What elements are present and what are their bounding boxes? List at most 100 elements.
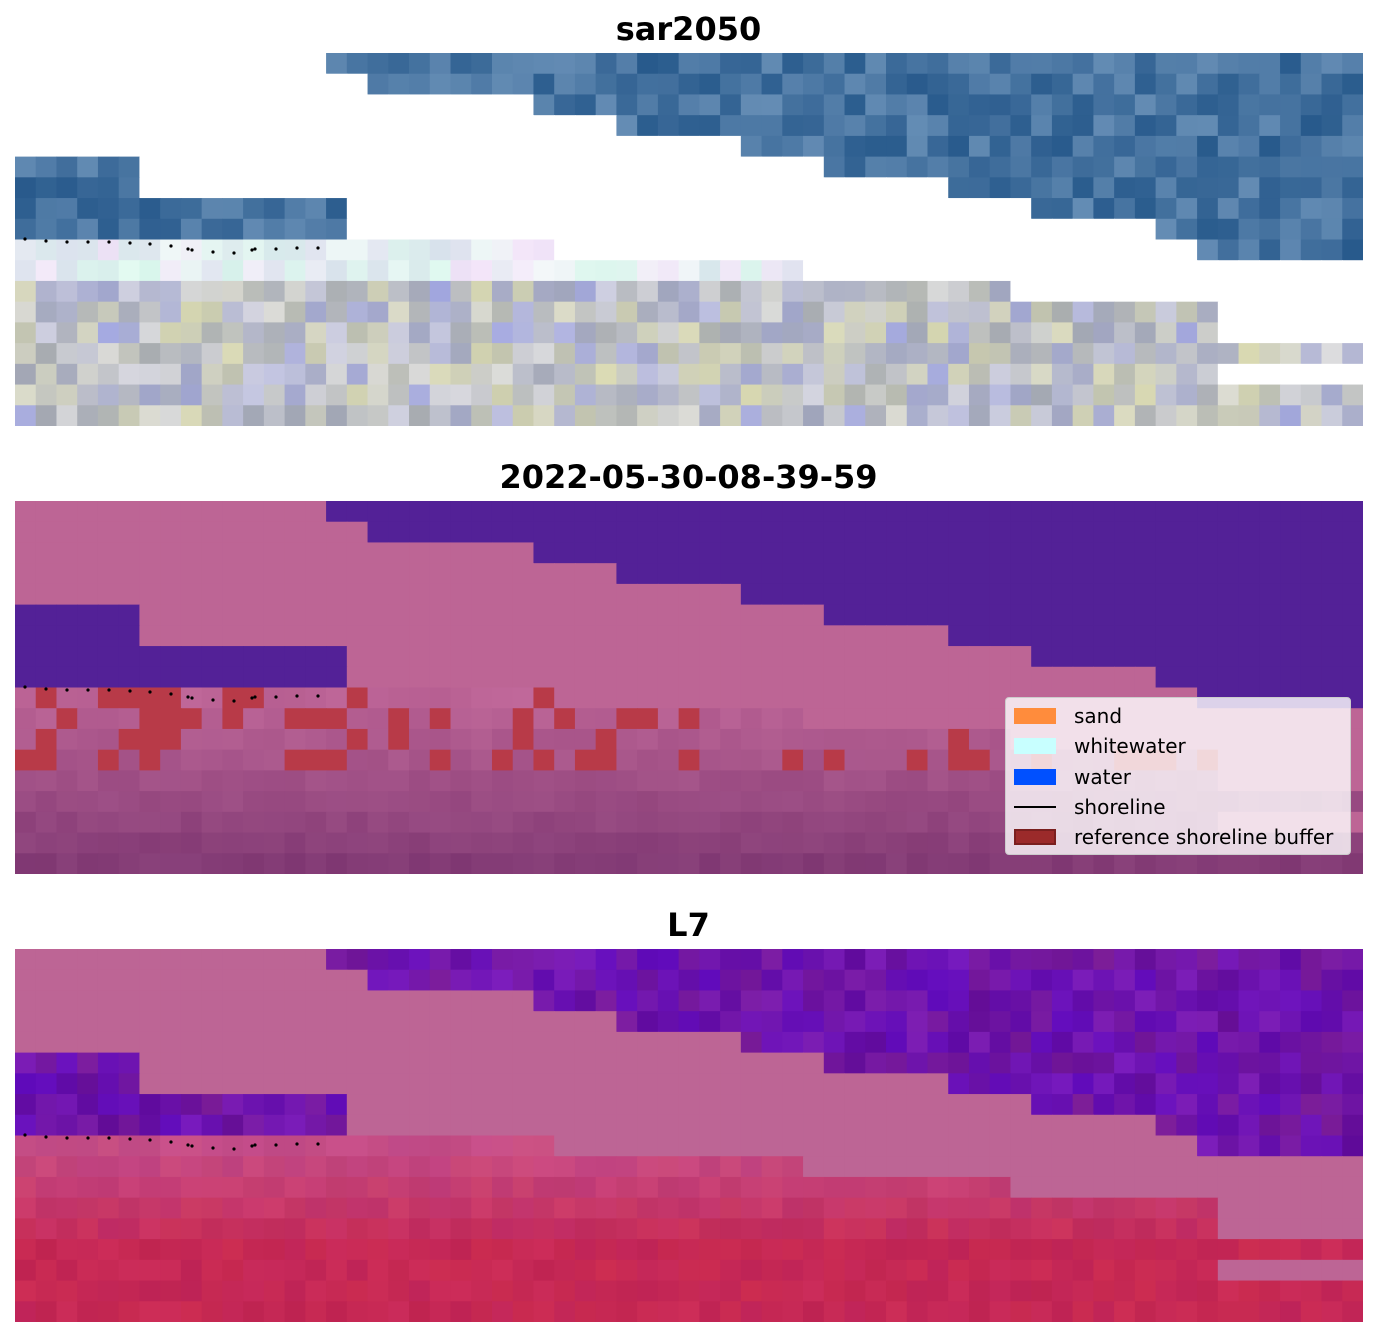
pixel-cell [533,832,555,854]
pixel-cell [1114,1197,1136,1219]
pixel-cell [989,322,1012,344]
pixel-cell [906,115,929,137]
pixel-cell [1259,990,1281,1012]
pixel-cell [1217,115,1240,137]
pixel-cell [927,1094,949,1116]
pixel-cell [1197,135,1219,158]
pixel-cell [201,1218,223,1240]
pixel-cell [305,94,327,116]
pixel-cell [118,53,141,75]
pixel-cell [450,322,472,344]
pixel-cell [201,198,223,220]
pixel-cell [1197,1052,1219,1074]
pixel-cell [388,708,410,730]
pixel-cell [367,1114,389,1137]
pixel-cell [1051,94,1074,116]
pixel-cell [574,301,597,323]
pixel-cell [948,156,970,178]
pixel-cell [657,1259,680,1282]
pixel-cell [1155,542,1177,564]
pixel-cell [326,1031,348,1054]
pixel-cell [740,646,763,668]
pixel-cell [989,521,1012,544]
pixel-cell [1134,563,1157,585]
pixel-cell [305,1073,327,1095]
pixel-cell [118,405,141,426]
pixel-cell [367,604,389,626]
pixel-cell [450,501,472,523]
pixel-cell [284,604,306,626]
pixel-cell [346,791,369,813]
pixel-cell [906,1073,929,1095]
pixel-cell [1342,1094,1363,1116]
pixel-cell [1031,1197,1053,1219]
pixel-cell [1134,239,1157,261]
pixel-cell [346,687,369,709]
pixel-cell [512,521,535,544]
pixel-cell [574,1052,597,1074]
pixel-cell [1114,501,1136,523]
pixel-cell [388,1197,410,1219]
pixel-cell [699,343,721,365]
pixel-cell [409,1280,431,1302]
pixel-cell [77,521,99,544]
pixel-cell [243,1135,265,1157]
pixel-cell [1176,239,1198,261]
pixel-cell [595,1114,618,1137]
pixel-cell [243,135,265,158]
pixel-cell [139,1259,161,1282]
pixel-cell [35,218,58,241]
pixel-cell [15,115,37,137]
pixel-cell [77,501,99,523]
pixel-cell [595,363,618,386]
pixel-cell [844,1239,866,1261]
pixel-cell [450,749,472,771]
pixel-cell [180,135,203,158]
pixel-cell [761,1197,783,1219]
pixel-cell [180,1011,203,1033]
pixel-cell [1155,1114,1177,1137]
pixel-cell [512,73,535,96]
pixel-cell [906,749,929,771]
pixel-cell [823,1259,846,1282]
pixel-cell [284,73,306,96]
pixel-cell [77,363,99,386]
pixel-cell [160,521,182,544]
pixel-cell [1031,322,1053,344]
pixel-cell [782,115,804,137]
pixel-cell [97,73,120,96]
pixel-cell [678,646,700,668]
pixel-cell [554,563,576,585]
pixel-cell [305,260,327,282]
pixel-cell [97,646,120,668]
pixel-cell [782,949,804,971]
pixel-cell [1114,1239,1136,1261]
pixel-cell [1321,1052,1343,1074]
pixel-cell [927,1280,949,1302]
pixel-cell [512,666,535,689]
pixel-cell [1259,1259,1281,1282]
pixel-cell [1259,583,1281,606]
pixel-cell [429,1135,452,1157]
pixel-cell [844,1052,866,1074]
pixel-cell [77,687,99,709]
classified-image [15,501,1363,874]
pixel-cell [533,1301,555,1322]
pixel-cell [782,687,804,709]
pixel-cell [782,1301,804,1322]
pixel-cell [782,322,804,344]
pixel-cell [554,501,576,523]
pixel-cell [1093,990,1115,1012]
pixel-cell [637,1239,659,1261]
pixel-cell [346,646,369,668]
pixel-cell [471,115,493,137]
pixel-cell [761,301,783,323]
pixel-cell [471,990,493,1012]
pixel-cell [429,990,452,1012]
pixel-cell [803,53,825,75]
pixel-cell [118,1011,141,1033]
pixel-cell [388,521,410,544]
pixel-cell [429,1094,452,1116]
pixel-cell [367,405,389,426]
pixel-cell [180,1094,203,1116]
